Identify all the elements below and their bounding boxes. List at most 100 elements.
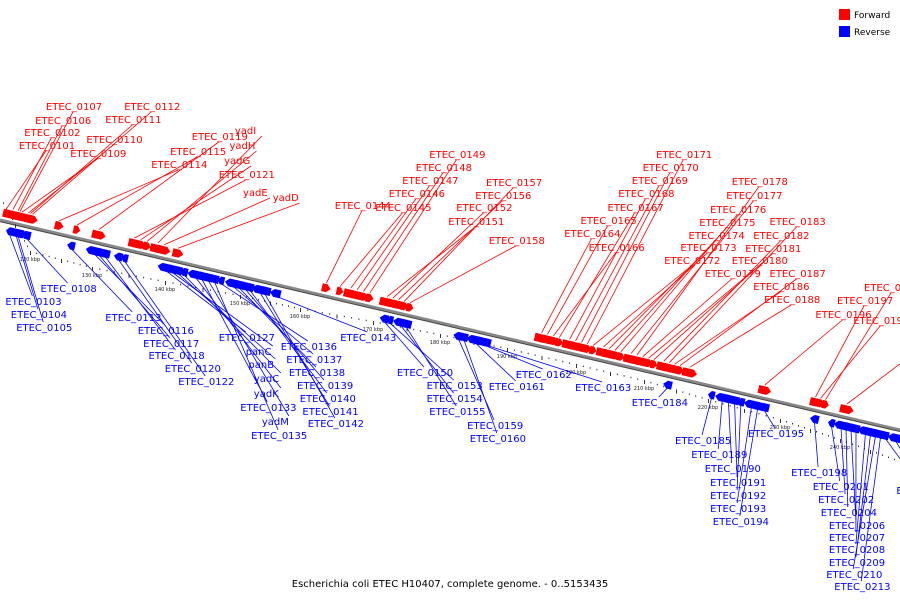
forward-gene-arrow[interactable] xyxy=(72,225,81,234)
reverse-gene-arrow[interactable] xyxy=(202,272,215,283)
gene-label[interactable]: ETEC_0195 xyxy=(748,429,804,440)
gene-label[interactable]: ETEC_0182 xyxy=(753,231,809,242)
gene-label[interactable]: ETEC_0191 xyxy=(710,478,766,489)
reverse-gene-arrow[interactable] xyxy=(479,337,492,348)
reverse-gene-arrow[interactable] xyxy=(887,432,900,444)
forward-gene-arrow[interactable] xyxy=(821,399,830,409)
reverse-gene-arrow[interactable] xyxy=(851,424,861,434)
gene-label[interactable]: ETEC_0110 xyxy=(86,135,142,146)
gene-label[interactable]: ETEC_0183 xyxy=(770,217,826,228)
gene-label[interactable]: ETEC_0142 xyxy=(308,419,364,430)
gene-label[interactable]: ETEC_0114 xyxy=(151,160,207,171)
gene-label[interactable]: yadE xyxy=(243,188,268,199)
gene-label[interactable]: ETEC_0144 xyxy=(335,201,391,212)
forward-gene-arrow[interactable] xyxy=(26,214,39,224)
gene-label[interactable]: ETEC_0207 xyxy=(829,533,885,544)
gene-label[interactable]: ETEC_0150 xyxy=(397,368,453,379)
reverse-gene-arrow[interactable] xyxy=(20,230,32,241)
gene-label[interactable]: ETEC_0197 xyxy=(837,296,893,307)
reverse-gene-arrow[interactable] xyxy=(459,332,469,343)
gene-label[interactable]: ETEC_0165 xyxy=(581,216,637,227)
gene-label[interactable]: ETEC_0148 xyxy=(416,163,472,174)
gene-label[interactable]: ETEC_0119 xyxy=(192,132,248,143)
forward-gene-arrow[interactable] xyxy=(839,404,854,415)
gene-label[interactable]: ETEC_0192 xyxy=(710,491,766,502)
gene-label[interactable]: ETEC_0189 xyxy=(691,450,747,461)
gene-label[interactable]: ETEC_0140 xyxy=(300,394,356,405)
forward-gene-arrow[interactable] xyxy=(398,301,410,311)
gene-label[interactable]: ETEC_0196 xyxy=(815,310,871,321)
gene-label[interactable]: ETEC_0198 xyxy=(791,468,847,479)
gene-label[interactable]: ETEC_0187 xyxy=(770,269,826,280)
gene-label[interactable]: ETEC_0160 xyxy=(470,434,526,445)
gene-label[interactable]: ETEC_0199 xyxy=(853,316,900,327)
forward-gene-arrow[interactable] xyxy=(171,248,185,258)
forward-gene-arrow[interactable] xyxy=(554,337,564,348)
gene-label[interactable]: ETEC_0155 xyxy=(429,407,485,418)
gene-label[interactable]: ETEC_0202 xyxy=(818,495,874,506)
reverse-gene-arrow[interactable] xyxy=(662,380,673,390)
gene-label[interactable]: ETEC_0169 xyxy=(632,176,688,187)
gene-label[interactable]: ETEC_0153 xyxy=(427,381,483,392)
gene-label[interactable]: ETEC_0164 xyxy=(564,229,620,240)
gene-label[interactable]: yadD xyxy=(273,193,299,204)
reverse-gene-arrow[interactable] xyxy=(399,318,413,329)
gene-label[interactable]: ETEC_0138 xyxy=(289,368,345,379)
gene-label[interactable]: ETEC_0105 xyxy=(16,323,72,334)
gene-label[interactable]: ETEC_0213 xyxy=(834,582,890,593)
forward-gene-arrow[interactable] xyxy=(335,286,345,296)
reverse-gene-arrow[interactable] xyxy=(827,418,836,428)
reverse-gene-arrow[interactable] xyxy=(120,253,129,263)
reverse-gene-arrow[interactable] xyxy=(881,431,890,441)
gene-label[interactable]: ETEC_0118 xyxy=(149,351,205,362)
gene-label[interactable]: ETEC_0147 xyxy=(402,176,458,187)
gene-label[interactable]: ETEC_0157 xyxy=(486,178,542,189)
gene-label[interactable]: ETEC_0109 xyxy=(70,149,126,160)
gene-label[interactable]: ETEC_0215 xyxy=(896,486,900,497)
gene-label[interactable]: ETEC_0206 xyxy=(829,521,885,532)
gene-label[interactable]: panB xyxy=(248,360,274,371)
reverse-gene-arrow[interactable] xyxy=(113,252,124,262)
gene-label[interactable]: ETEC_0170 xyxy=(643,163,699,174)
gene-label[interactable]: ETEC_0122 xyxy=(178,377,234,388)
gene-label[interactable]: ETEC_0104 xyxy=(11,310,67,321)
gene-label[interactable]: ETEC_0178 xyxy=(732,177,788,188)
gene-label[interactable]: ETEC_0175 xyxy=(699,218,755,229)
reverse-gene-arrow[interactable] xyxy=(729,395,741,406)
gene-label[interactable]: ETEC_0166 xyxy=(589,243,645,254)
gene-label[interactable]: ETEC_0159 xyxy=(467,421,523,432)
reverse-gene-arrow[interactable] xyxy=(757,402,771,413)
forward-gene-arrow[interactable] xyxy=(364,293,375,303)
gene-label[interactable]: ETEC_0111 xyxy=(105,115,161,126)
gene-label[interactable]: ETEC_0120 xyxy=(165,364,221,375)
gene-label[interactable]: ETEC_0102 xyxy=(24,128,80,139)
gene-label[interactable]: ETEC_0190 xyxy=(705,464,761,475)
gene-label[interactable]: ETEC_0103 xyxy=(5,297,61,308)
gene-label[interactable]: yadK xyxy=(254,389,279,400)
gene-label[interactable]: ETEC_0177 xyxy=(726,191,782,202)
gene-label[interactable]: ETEC_0149 xyxy=(429,150,485,161)
reverse-gene-arrow[interactable] xyxy=(736,397,746,407)
gene-label[interactable]: ETEC_0167 xyxy=(608,203,664,214)
reverse-gene-arrow[interactable] xyxy=(11,228,25,239)
gene-label[interactable]: ETEC_0137 xyxy=(286,355,342,366)
reverse-gene-arrow[interactable] xyxy=(172,265,184,276)
gene-label[interactable]: ETEC_0180 xyxy=(732,256,788,267)
forward-gene-arrow[interactable] xyxy=(757,385,772,396)
gene-label[interactable]: ETEC_0173 xyxy=(680,243,736,254)
reverse-gene-arrow[interactable] xyxy=(257,285,272,297)
gene-label[interactable]: ETEC_0188 xyxy=(764,295,820,306)
gene-label[interactable]: panC xyxy=(246,347,272,358)
gene-label[interactable]: ETEC_0136 xyxy=(281,342,337,353)
gene-label[interactable]: ETEC_0117 xyxy=(143,339,199,350)
gene-label[interactable]: ETEC_0141 xyxy=(302,407,358,418)
gene-label[interactable]: ETEC_0168 xyxy=(618,189,674,200)
forward-gene-arrow[interactable] xyxy=(156,244,171,256)
gene-label[interactable]: ETEC_0181 xyxy=(745,244,801,255)
gene-label[interactable]: ETEC_0106 xyxy=(35,116,91,127)
gene-label[interactable]: yadH xyxy=(230,141,256,152)
gene-label[interactable]: yadM xyxy=(262,417,289,428)
gene-label[interactable]: ETEC_0163 xyxy=(575,383,631,394)
gene-label[interactable]: ETEC_0139 xyxy=(297,381,353,392)
gene-label[interactable]: ETEC_0133 xyxy=(240,403,296,414)
